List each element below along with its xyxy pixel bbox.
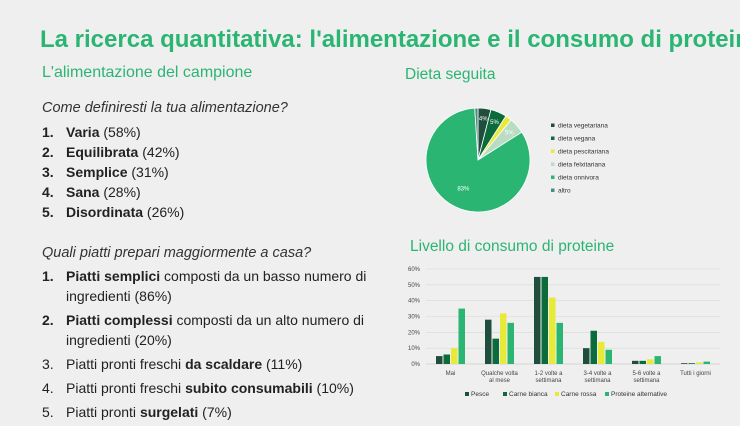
- list-item: 2. Equilibrata (42%): [42, 144, 180, 160]
- question-diet: Come definiresti la tua alimentazione?: [42, 100, 288, 116]
- list-item: 3. Piatti pronti freschi da scaldare (11%…: [42, 356, 303, 372]
- pie-data-label: 5%: [505, 130, 514, 136]
- y-tick-label: 10%: [408, 346, 421, 352]
- legend-label: dieta vegana: [558, 136, 596, 143]
- legend-swatch: [551, 175, 555, 179]
- bar: [647, 359, 654, 364]
- list-item: 4. Sana (28%): [42, 184, 141, 200]
- page-title: La ricerca quantitativa: l'alimentazione…: [40, 26, 740, 53]
- bar: [696, 362, 703, 364]
- bar: [583, 348, 590, 364]
- bar: [458, 308, 465, 364]
- section-subtitle: L'alimentazione del campione: [42, 64, 253, 81]
- diet-answers-list: 1. Varia (58%) 2. Equilibrata (42%) 3. Semp…: [42, 122, 184, 222]
- x-tick-label: settimana: [633, 378, 660, 384]
- legend-label: Carne rossa: [561, 391, 597, 398]
- y-tick-label: 0%: [411, 362, 420, 368]
- legend-swatch: [551, 123, 555, 127]
- legend-label: dieta pescitariana: [558, 149, 609, 156]
- pie-slice: [474, 107, 479, 161]
- list-item: 1. Piatti semplici composti da un basso n…: [42, 268, 367, 304]
- x-tick-label: 5-6 volte a: [632, 371, 661, 377]
- legend-label: dieta felxitariana: [558, 162, 606, 169]
- list-item: 2. Piatti complessi composti da un alto n…: [42, 312, 365, 348]
- bar: [492, 338, 499, 364]
- bar: [549, 297, 556, 364]
- x-tick-label: settimana: [535, 378, 562, 384]
- pie-data-label: 83%: [457, 187, 470, 193]
- y-tick-label: 40%: [408, 299, 421, 305]
- x-tick-label: Qualche volta: [481, 371, 518, 377]
- y-tick-label: 50%: [408, 283, 421, 289]
- y-tick-label: 30%: [408, 315, 421, 321]
- bar: [632, 360, 639, 364]
- x-tick-label: Mai: [446, 371, 456, 377]
- bar: [541, 276, 548, 364]
- x-tick-label: Tutti i giorni: [680, 371, 711, 377]
- bar: [485, 319, 492, 364]
- question-dishes: Quali piatti prepari maggiormente a casa…: [42, 245, 312, 261]
- legend-label: Proteine alternative: [611, 391, 667, 398]
- legend-label: dieta onnivora: [558, 175, 599, 182]
- bar: [639, 360, 646, 364]
- pie-chart-title: Dieta seguita: [405, 66, 496, 83]
- bar-chart-title: Livello di consumo di proteine: [410, 238, 615, 255]
- bar: [605, 349, 612, 364]
- legend-label: altro: [558, 188, 571, 195]
- bar: [500, 313, 507, 364]
- legend-label: Carne bianca: [509, 391, 548, 398]
- bar: [590, 330, 597, 364]
- bar: [688, 363, 695, 364]
- pie-data-label: 5%: [490, 120, 499, 126]
- list-item: 3. Semplice (31%): [42, 164, 169, 180]
- legend-swatch: [465, 392, 469, 396]
- x-tick-label: al mese: [489, 378, 511, 384]
- x-tick-label: 1-2 volte a: [534, 371, 563, 377]
- bar: [443, 354, 450, 364]
- dishes-answers-list: 1. Piatti semplici composti da un basso n…: [42, 266, 372, 426]
- legend-swatch: [503, 392, 507, 396]
- list-item: 1. Varia (58%): [42, 124, 141, 140]
- legend-swatch: [551, 149, 555, 153]
- x-tick-label: 3-4 volte a: [583, 371, 612, 377]
- list-item: 5. Disordinata (26%): [42, 204, 185, 220]
- bar: [598, 341, 605, 364]
- y-tick-label: 60%: [408, 267, 421, 273]
- legend-label: dieta vegetariana: [558, 123, 608, 130]
- bar: [534, 276, 541, 364]
- legend-swatch: [551, 162, 555, 166]
- bar: [507, 322, 514, 364]
- bar: [703, 361, 710, 364]
- list-item: 4. Piatti pronti freschi subito consumabi…: [42, 380, 354, 396]
- bar: [436, 356, 443, 364]
- pie-slice: [425, 107, 531, 213]
- bar: [556, 322, 563, 364]
- y-tick-label: 20%: [408, 330, 421, 336]
- legend-label: Pesce: [471, 391, 489, 398]
- x-tick-label: settimana: [584, 378, 611, 384]
- legend-swatch: [551, 188, 555, 192]
- legend-swatch: [555, 392, 559, 396]
- bar: [681, 363, 688, 364]
- bar: [654, 356, 661, 364]
- pie-data-label: 4%: [479, 117, 488, 123]
- legend-swatch: [605, 392, 609, 396]
- legend-swatch: [551, 136, 555, 140]
- bar: [451, 348, 458, 364]
